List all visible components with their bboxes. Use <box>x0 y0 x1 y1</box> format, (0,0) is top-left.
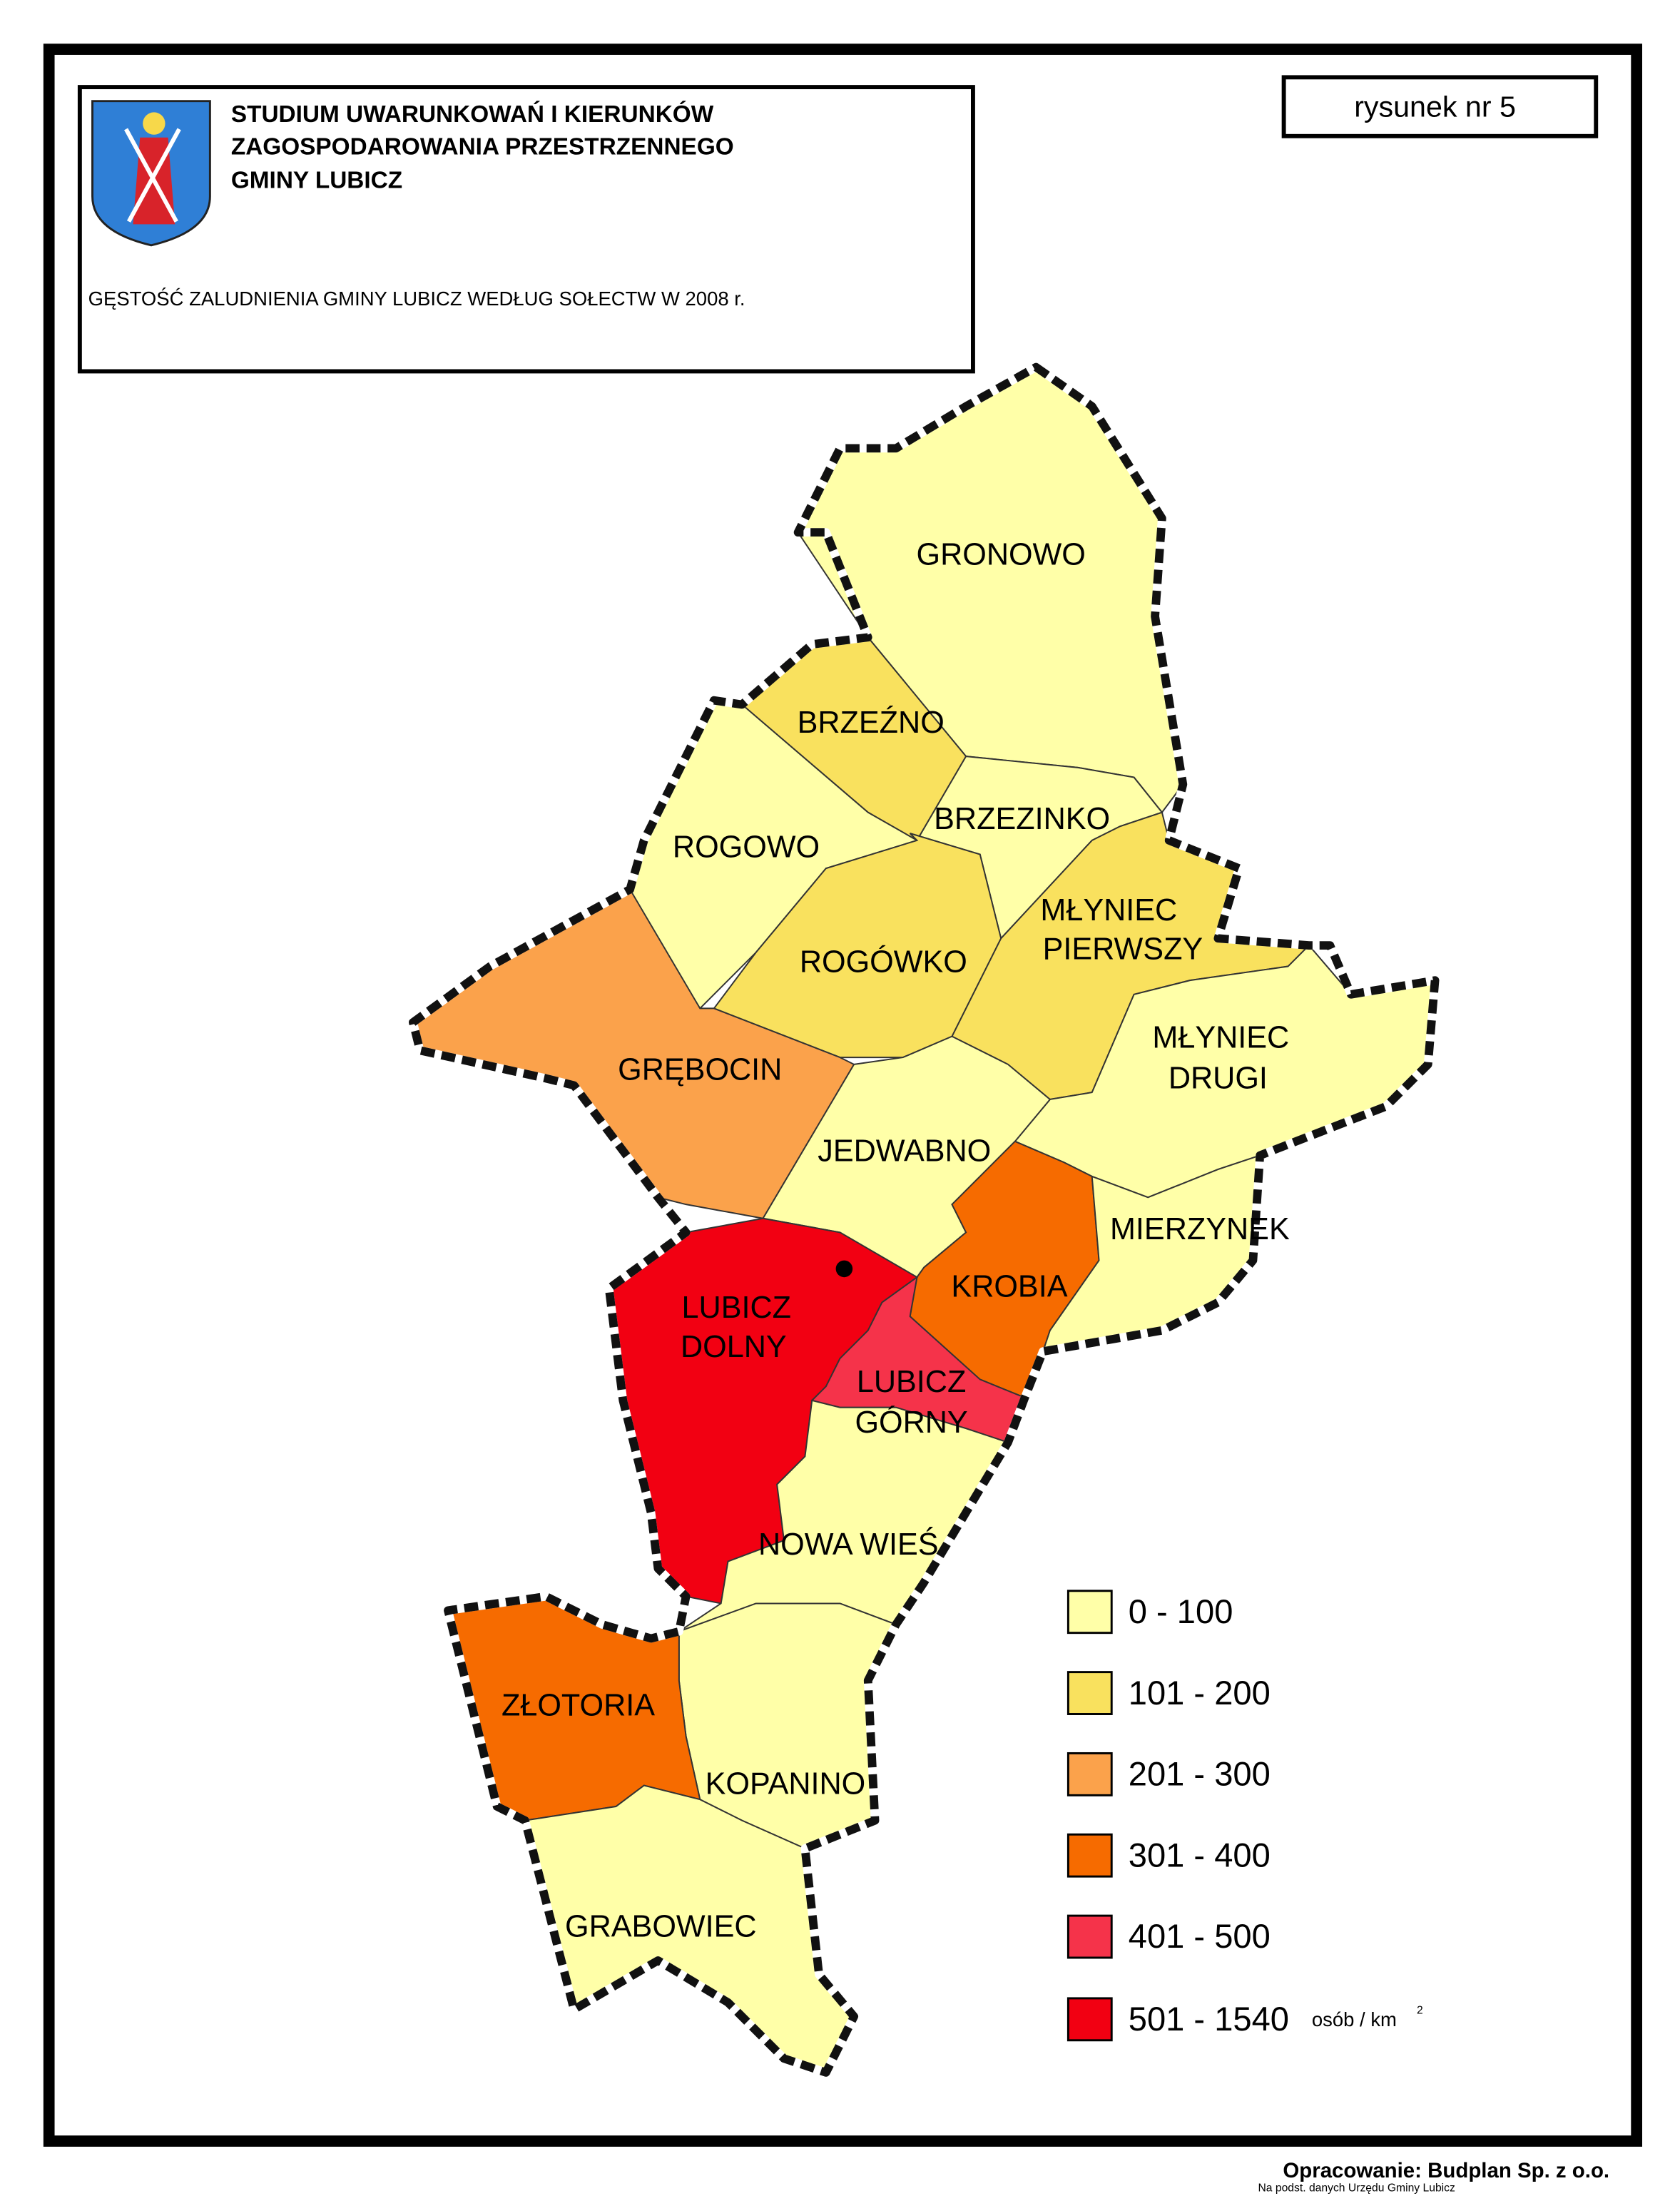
region-label: GRONOWO <box>917 537 1086 571</box>
legend-unit: osób / km <box>1312 2008 1397 2030</box>
region-label: PIERWSZY <box>1043 932 1203 967</box>
region-label: GÓRNY <box>855 1405 967 1440</box>
region-label: ROGOWO <box>673 830 820 864</box>
region-label: ROGÓWKO <box>800 945 967 979</box>
region-label: KOPANINO <box>706 1767 866 1801</box>
outer-boundary <box>409 362 1440 2077</box>
region-label: MŁYNIEC <box>1152 1020 1289 1054</box>
title-line: ZAGOSPODAROWANIA PRZESTRZENNEGO <box>231 133 734 160</box>
legend-swatch <box>1066 1833 1113 1878</box>
region-labels: GRONOWO BRZEŹNO BRZEZINKO ROGOWO ROGÓWKO… <box>502 537 1290 1943</box>
legend: 0 - 100 101 - 200 201 - 300 301 - 400 401 - … <box>1066 1590 1289 2042</box>
region-label: DOLNY <box>681 1330 787 1364</box>
legend-label: 401 - 500 <box>1129 1917 1271 1955</box>
coat-of-arms <box>91 100 211 247</box>
legend-unit-superscript: 2 <box>1417 2004 1423 2016</box>
footer-credit: Opracowanie: Budplan Sp. z o.o. <box>1283 2159 1609 2182</box>
region-label: DRUGI <box>1169 1061 1268 1095</box>
region-label: BRZEZINKO <box>934 802 1110 836</box>
legend-swatch <box>1066 1590 1113 1635</box>
legend-swatch <box>1066 1671 1113 1715</box>
legend-label: 101 - 200 <box>1129 1674 1271 1712</box>
region-label: KROBIA <box>951 1270 1067 1304</box>
legend-swatch <box>1066 1914 1113 1959</box>
footer-source: Na podst. danych Urzędu Gminy Lubicz <box>1258 2182 1455 2195</box>
figure-label-box <box>1281 75 1599 138</box>
seat-marker <box>835 1260 853 1278</box>
figure-label: rysunek nr 5 <box>1354 90 1516 123</box>
legend-swatch <box>1066 1997 1113 2042</box>
region-label: LUBICZ <box>682 1291 791 1325</box>
legend-label: 301 - 400 <box>1129 1836 1271 1874</box>
legend-swatch <box>1066 1752 1113 1796</box>
frame <box>43 44 1643 2147</box>
region-label: NOWA WIEŚ <box>758 1527 939 1562</box>
region-label: GRĘBOCIN <box>618 1052 782 1087</box>
subtitle: GĘSTOŚĆ ZALUDNIENIA GMINY LUBICZ WEDŁUG … <box>88 287 745 310</box>
legend-label: 0 - 100 <box>1129 1592 1233 1630</box>
title-line: GMINY LUBICZ <box>231 167 402 193</box>
region-label: GRABOWIEC <box>565 1910 757 1944</box>
header-box <box>77 85 975 374</box>
title-line: STUDIUM UWARUNKOWAŃ I KIERUNKÓW <box>231 101 714 128</box>
region-label: LUBICZ <box>857 1365 966 1399</box>
region-label: MŁYNIEC <box>1040 893 1177 927</box>
regions <box>412 366 1436 2074</box>
region-label: BRZEŹNO <box>798 706 945 740</box>
region-label: MIERZYNEK <box>1110 1212 1290 1246</box>
legend-label: 201 - 300 <box>1129 1755 1271 1793</box>
region-label: JEDWABNO <box>818 1134 991 1168</box>
region-label: ZŁOTORIA <box>502 1688 655 1722</box>
legend-label: 501 - 1540 <box>1129 2000 1289 2038</box>
